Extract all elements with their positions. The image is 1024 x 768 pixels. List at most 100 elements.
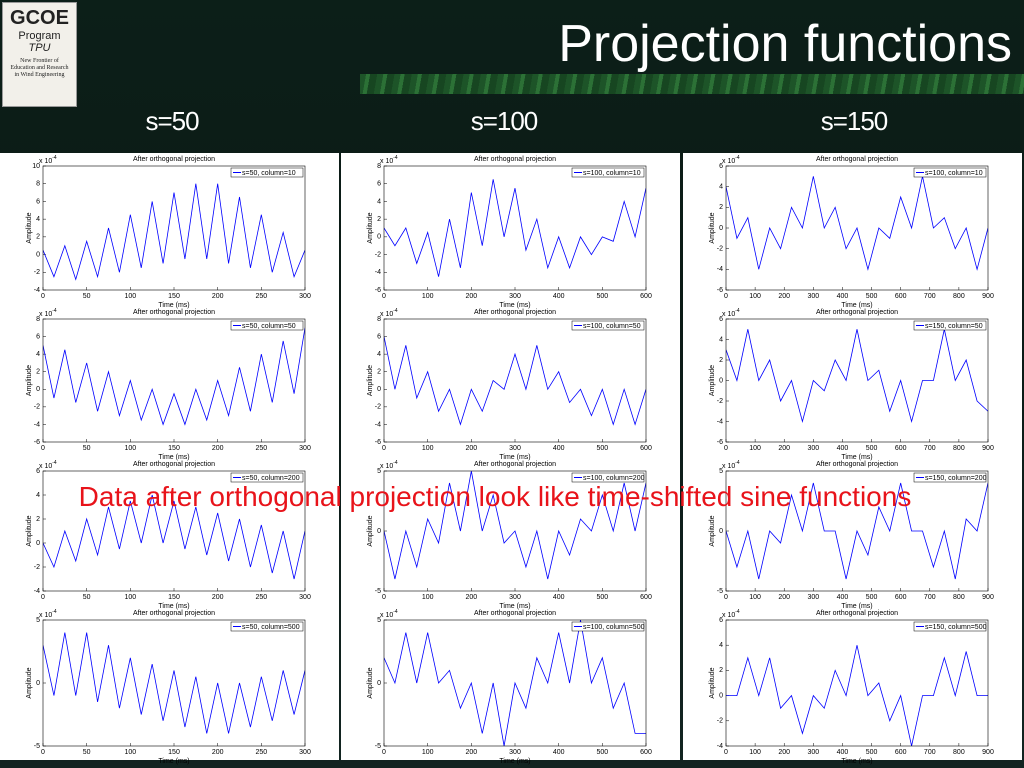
y-tick-label: 2 [719, 357, 723, 364]
x-tick-label: 50 [83, 749, 91, 756]
y-tick-label: 4 [36, 216, 40, 223]
panel [0, 153, 339, 760]
x-tick-label: 100 [124, 749, 136, 756]
x-tick-label: 0 [41, 293, 45, 300]
y-tick-label: 8 [377, 316, 381, 323]
chart: After orthogonal projection Time (ms) Ampl… [26, 460, 311, 610]
x-tick-label: 300 [807, 749, 819, 756]
legend-box [571, 621, 645, 632]
x-tick-label: 600 [640, 749, 652, 756]
multiplier: x 10 [39, 463, 52, 470]
x-tick-label: 100 [124, 594, 136, 601]
y-tick-label: 4 [377, 198, 381, 205]
decor-band [360, 74, 1024, 94]
x-tick-label: 0 [382, 594, 386, 601]
y-tick-label: 4 [719, 336, 723, 343]
axis-multiplier: x 10-4 [380, 155, 398, 165]
legend-box [571, 167, 645, 178]
y-tick-label: 6 [377, 333, 381, 340]
y-tick-label: -4 [717, 743, 723, 750]
chart-title: After orthogonal projection [474, 610, 556, 617]
y-tick-label: -2 [717, 398, 723, 405]
axis-multiplier: x 10-4 [380, 460, 398, 470]
x-tick-label: 900 [982, 293, 994, 300]
logo-program: Program [18, 30, 61, 42]
y-tick-label: 4 [36, 492, 40, 499]
x-tick-label: 0 [382, 293, 386, 300]
x-tick-label: 300 [299, 293, 311, 300]
y-tick-label: 0 [377, 386, 381, 393]
y-tick-label: -6 [717, 439, 723, 446]
legend-box [571, 320, 645, 331]
series-line [384, 620, 646, 746]
y-tick-label: -4 [375, 421, 381, 428]
multiplier: x 10 [380, 612, 393, 619]
y-axis-label: Amplitude [26, 212, 33, 243]
y-tick-label: -4 [34, 588, 40, 595]
plot [384, 336, 646, 426]
y-axis-label: Amplitude [709, 212, 716, 243]
x-tick-label: 400 [837, 293, 849, 300]
multiplier: x 10 [722, 158, 735, 165]
y-tick-label: 0 [377, 234, 381, 241]
chart-title: After orthogonal projection [816, 309, 898, 316]
x-axis-label: Time (ms) [499, 758, 530, 765]
y-tick-label: -4 [375, 269, 381, 276]
x-tick-label: 600 [640, 445, 652, 452]
axis-multiplier: x 10-4 [380, 609, 398, 619]
x-tick-label: 50 [83, 445, 91, 452]
axis-multiplier: x 10-4 [722, 460, 740, 470]
exponent: -4 [393, 308, 398, 314]
column-header: s=150 [820, 106, 889, 136]
x-tick-label: 700 [924, 293, 936, 300]
x-tick-label: 250 [255, 293, 267, 300]
x-tick-label: 200 [465, 445, 477, 452]
plot [384, 179, 646, 277]
x-tick-label: 500 [596, 293, 608, 300]
x-axis-label: Time (ms) [841, 603, 872, 610]
exponent: -4 [735, 609, 740, 615]
y-tick-label: 8 [36, 316, 40, 323]
x-tick-label: 300 [299, 594, 311, 601]
y-axis-label: Amplitude [709, 667, 716, 698]
legend-box [913, 621, 987, 632]
x-axis-label: Time (ms) [158, 758, 189, 765]
chart: After orthogonal projection Time (ms) Ampl… [367, 609, 652, 765]
y-tick-label: -4 [717, 418, 723, 425]
series-line [384, 471, 646, 580]
y-axis-label: Amplitude [26, 365, 33, 396]
x-tick-label: 300 [807, 445, 819, 452]
x-tick-label: 400 [553, 594, 565, 601]
legend-box [230, 472, 304, 483]
legend-label: s=150, column=50 [925, 323, 983, 330]
y-tick-label: 6 [377, 181, 381, 188]
series-line [726, 176, 988, 271]
y-tick-label: 0 [36, 540, 40, 547]
legend-label: s=50, column=10 [242, 170, 296, 177]
x-axis-label: Time (ms) [158, 454, 189, 461]
plot [43, 327, 305, 426]
axis-multiplier: x 10-4 [39, 609, 57, 619]
plot-frame [42, 318, 306, 443]
axis-multiplier: x 10-4 [39, 155, 57, 165]
legend-box [230, 621, 304, 632]
y-tick-label: 2 [36, 369, 40, 376]
x-tick-label: 700 [924, 594, 936, 601]
y-tick-label: 0 [719, 528, 723, 535]
x-tick-label: 150 [168, 749, 180, 756]
x-tick-label: 700 [924, 445, 936, 452]
x-tick-label: 500 [866, 293, 878, 300]
x-tick-label: 300 [299, 749, 311, 756]
axis-multiplier: x 10-4 [380, 308, 398, 318]
y-tick-label: -2 [34, 269, 40, 276]
x-tick-label: 0 [41, 594, 45, 601]
chart: After orthogonal projection Time (ms) Ampl… [26, 609, 311, 765]
x-tick-label: 300 [299, 445, 311, 452]
y-tick-label: 2 [377, 216, 381, 223]
plot-frame [725, 619, 989, 747]
chart: After orthogonal projection Time (ms) Ampl… [26, 308, 311, 461]
x-tick-label: 600 [895, 445, 907, 452]
series-line [726, 645, 988, 746]
x-tick-label: 100 [422, 445, 434, 452]
chart-title: After orthogonal projection [133, 461, 215, 468]
